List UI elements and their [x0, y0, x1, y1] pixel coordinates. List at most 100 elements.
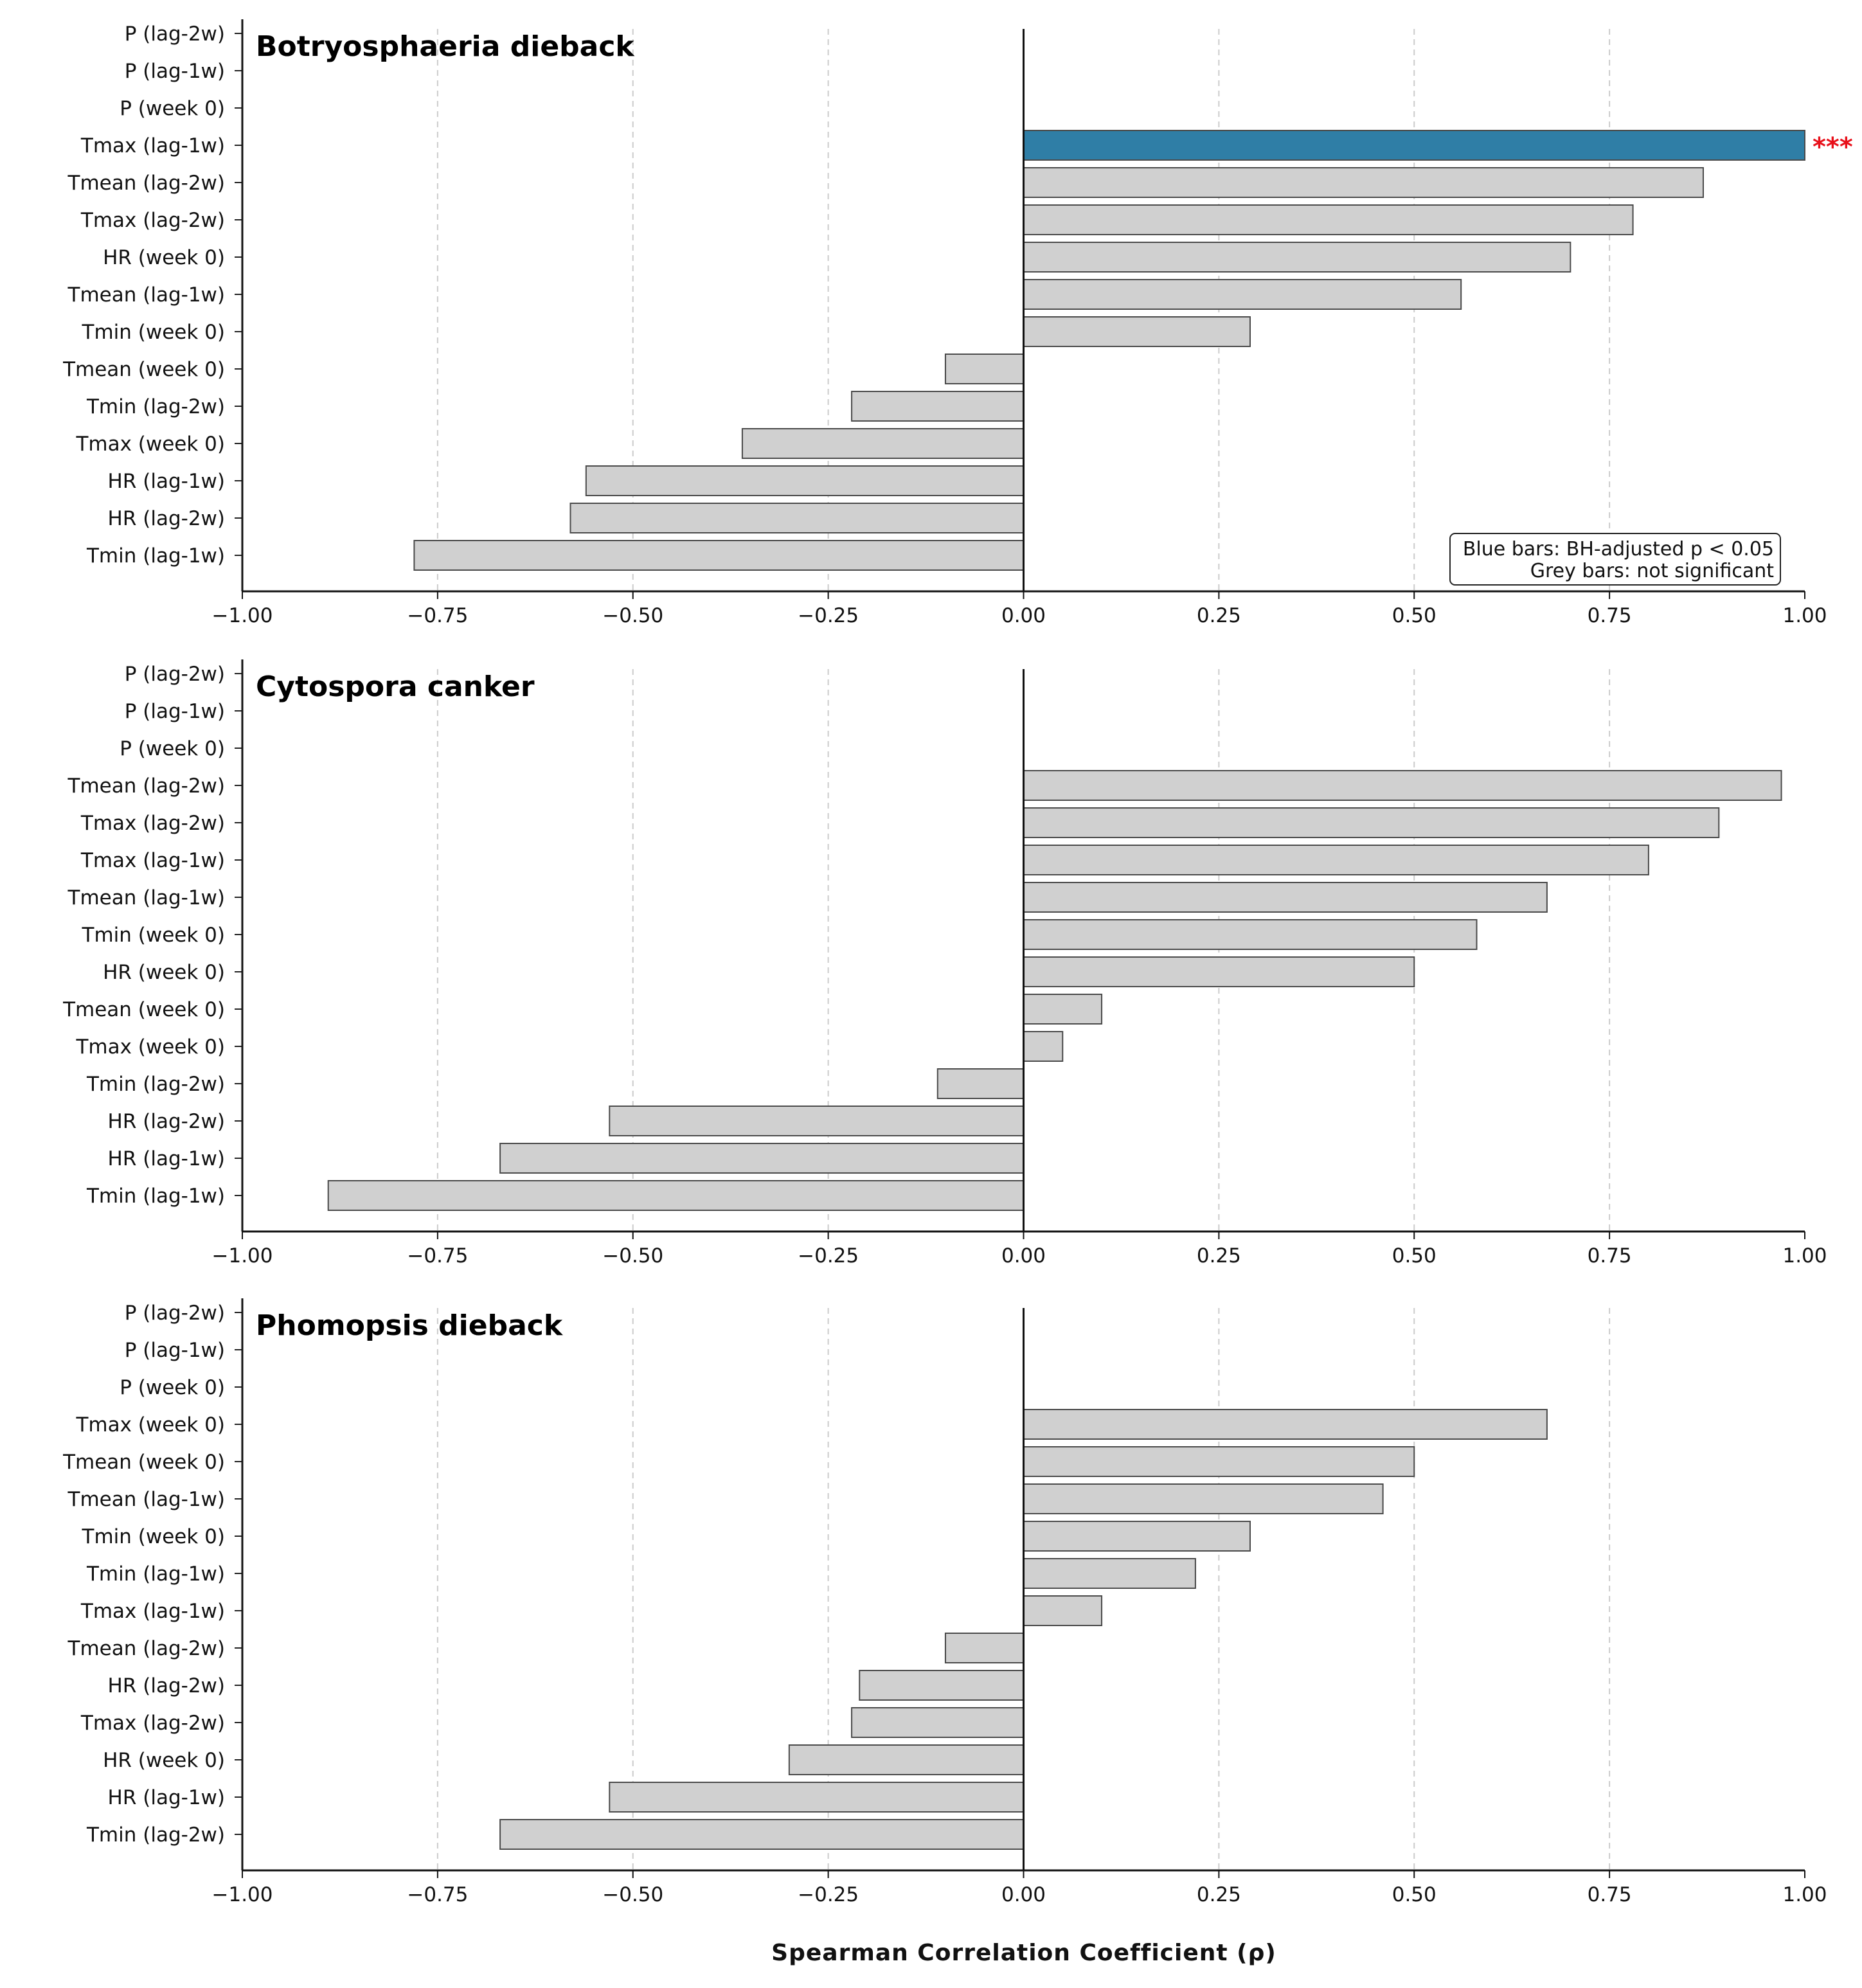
category-label: Tmax (lag-2w) — [80, 812, 225, 835]
x-axis-title: Spearman Correlation Coefficient (ρ) — [771, 1940, 1276, 1966]
bar — [741, 428, 1025, 459]
x-tick-label: −0.50 — [602, 1244, 663, 1267]
category-label: Tmean (lag-1w) — [67, 1488, 225, 1511]
bar — [1023, 204, 1634, 235]
x-tick-label: −0.25 — [798, 604, 859, 627]
category-label: Tmin (lag-2w) — [86, 1073, 225, 1096]
bar — [413, 540, 1025, 571]
x-tick-label: −0.75 — [407, 604, 468, 627]
category-label: Tmean (lag-1w) — [67, 886, 225, 909]
category-label: HR (week 0) — [103, 961, 225, 984]
bar — [1023, 1558, 1196, 1589]
bar — [1023, 807, 1720, 838]
category-label: P (lag-2w) — [125, 22, 225, 46]
bar — [851, 391, 1025, 422]
bar — [1023, 1446, 1415, 1477]
bar — [1023, 919, 1478, 950]
category-label: P (lag-1w) — [125, 700, 225, 723]
x-tick-label: 1.00 — [1782, 1883, 1827, 1906]
x-tick-label: 0.00 — [1001, 1883, 1046, 1906]
bar — [1023, 1483, 1384, 1514]
bar — [1023, 845, 1649, 875]
panel-3: P (lag-2w) P (lag-1w) P (week 0) Tmax (week… — [62, 1298, 1827, 1906]
category-label: HR (lag-2w) — [108, 1674, 225, 1697]
x-tick-label: −0.75 — [407, 1244, 468, 1267]
category-label: P (lag-1w) — [125, 60, 225, 83]
bar — [944, 354, 1025, 384]
bar — [499, 1819, 1025, 1850]
category-label: HR (lag-1w) — [108, 1147, 225, 1170]
category-label: HR (lag-2w) — [108, 507, 225, 530]
x-tick-label: 0.50 — [1392, 1244, 1437, 1267]
x-tick-label: 0.50 — [1392, 1883, 1437, 1906]
category-label: Tmean (lag-2w) — [67, 775, 225, 798]
legend-line-2: Grey bars: not significant — [1530, 560, 1775, 582]
bar — [1023, 279, 1462, 310]
bar — [1023, 1409, 1548, 1440]
bar — [1023, 882, 1548, 913]
category-label: Tmax (lag-2w) — [80, 1712, 225, 1735]
category-label: HR (week 0) — [103, 1749, 225, 1772]
bar — [569, 503, 1025, 533]
bar-significant — [1023, 130, 1805, 161]
category-label: Tmin (week 0) — [82, 1525, 225, 1548]
x-tick-label: 0.00 — [1001, 1244, 1046, 1267]
bar — [609, 1782, 1025, 1813]
category-label: P (lag-2w) — [125, 1302, 225, 1325]
bar — [1023, 316, 1251, 347]
bar — [1023, 956, 1415, 987]
bar — [1023, 994, 1103, 1025]
x-tick-label: 1.00 — [1782, 604, 1827, 627]
panel-title: Phomopsis dieback — [256, 1309, 564, 1342]
panel-title: Botryosphaeria dieback — [256, 30, 635, 63]
category-label: Tmean (lag-2w) — [67, 1637, 225, 1660]
x-tick-label: −0.75 — [407, 1883, 468, 1906]
category-label: P (week 0) — [120, 1376, 225, 1399]
bar — [859, 1670, 1025, 1701]
bar — [1023, 1595, 1103, 1626]
category-label: Tmean (lag-2w) — [67, 172, 225, 195]
x-tick-label: −1.00 — [212, 1883, 273, 1906]
category-label: Tmax (lag-2w) — [80, 209, 225, 232]
legend-box — [1449, 533, 1781, 586]
category-label: P (week 0) — [120, 737, 225, 760]
category-label: Tmin (lag-1w) — [86, 544, 225, 568]
x-tick-label: 0.25 — [1197, 1883, 1241, 1906]
significance-stars: *** — [1813, 132, 1853, 162]
bar — [609, 1106, 1025, 1136]
bar — [1023, 770, 1782, 801]
x-tick-label: 0.75 — [1588, 1883, 1632, 1906]
bar — [936, 1068, 1025, 1099]
bar — [944, 1633, 1025, 1663]
bar — [788, 1744, 1025, 1775]
bar — [1023, 1031, 1064, 1062]
bar — [499, 1143, 1025, 1174]
panel-2: P (lag-2w) P (lag-1w) P (week 0) Tmean (lag… — [62, 659, 1827, 1267]
category-label: Tmax (week 0) — [75, 1413, 225, 1437]
x-tick-label: 0.25 — [1197, 1244, 1241, 1267]
category-label: Tmin (lag-1w) — [86, 1185, 225, 1208]
bar — [851, 1707, 1025, 1738]
category-label: Tmax (lag-1w) — [80, 1600, 225, 1623]
category-label: HR (lag-1w) — [108, 470, 225, 493]
x-tick-label: 0.00 — [1001, 604, 1046, 627]
panels-group: P (lag-2w) P (lag-1w) P (week 0) Tmax (lag-… — [62, 19, 1853, 1906]
category-label: Tmean (week 0) — [62, 1451, 225, 1474]
bar — [327, 1180, 1025, 1211]
panel-title: Cytospora canker — [256, 670, 535, 703]
category-label: P (lag-1w) — [125, 1339, 225, 1362]
x-tick-label: −0.25 — [798, 1883, 859, 1906]
x-tick-label: −1.00 — [212, 604, 273, 627]
category-label: Tmin (lag-2w) — [86, 395, 225, 418]
x-tick-label: 0.25 — [1197, 604, 1241, 627]
category-label: P (lag-2w) — [125, 663, 225, 686]
category-label: Tmax (week 0) — [75, 433, 225, 456]
category-label: Tmax (week 0) — [75, 1035, 225, 1059]
x-tick-label: −0.50 — [602, 604, 663, 627]
legend-line-1: Blue bars: BH-adjusted p < 0.05 — [1463, 538, 1774, 560]
x-tick-label: 0.75 — [1588, 604, 1632, 627]
category-label: Tmin (lag-2w) — [86, 1823, 225, 1847]
